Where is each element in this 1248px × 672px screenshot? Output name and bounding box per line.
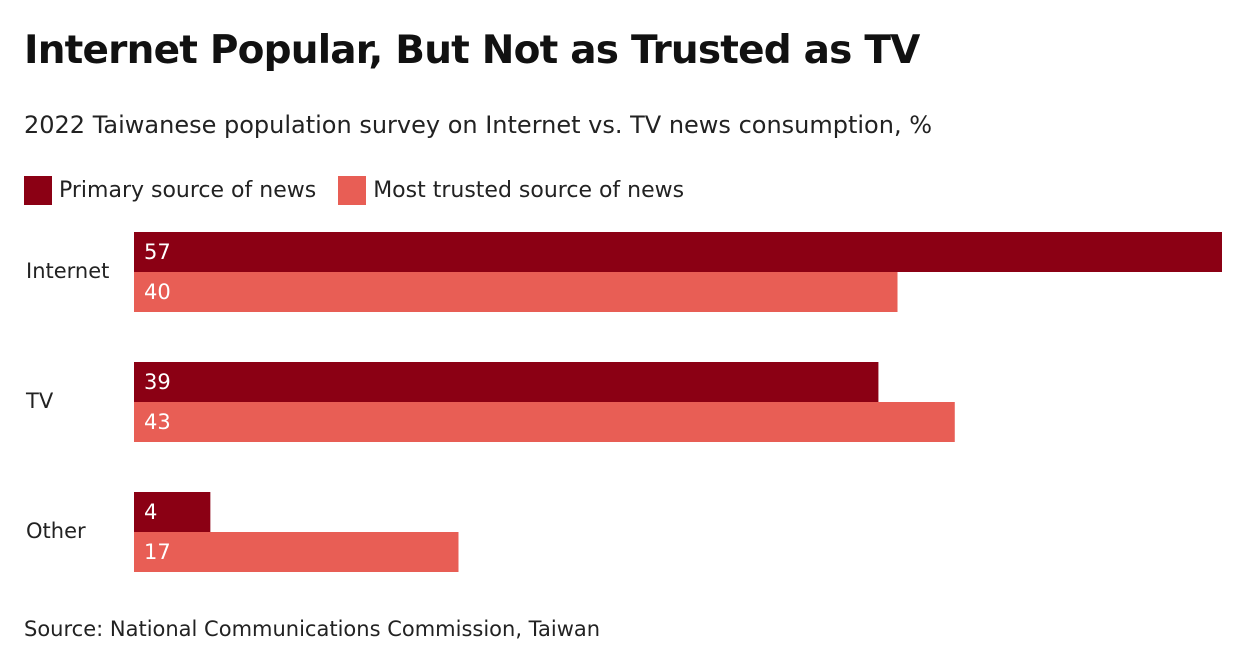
data-label: 57 [144, 240, 171, 264]
legend-swatch-primary [24, 175, 52, 205]
bar [134, 492, 211, 532]
legend: Primary source of news Most trusted sour… [24, 175, 706, 205]
bar [134, 272, 898, 312]
data-label: 17 [144, 540, 171, 564]
data-label: 39 [144, 370, 171, 394]
data-label: 40 [144, 280, 171, 304]
bar [134, 532, 459, 572]
chart-subtitle: 2022 Taiwanese population survey on Inte… [24, 111, 933, 139]
source-note: Source: National Communications Commissi… [24, 617, 601, 641]
category-label: Other [26, 519, 86, 543]
legend-item-trusted: Most trusted source of news [338, 175, 685, 205]
data-label: 43 [144, 410, 171, 434]
legend-item-primary: Primary source of news [24, 175, 317, 205]
bar [134, 402, 955, 442]
legend-swatch-trusted [338, 175, 367, 205]
category-label: TV [25, 389, 54, 413]
bar [134, 362, 879, 402]
bar [134, 232, 1222, 272]
legend-label-trusted: Most trusted source of news [373, 177, 685, 203]
category-label: Internet [26, 259, 109, 283]
chart-title: Internet Popular, But Not as Trusted as … [24, 28, 920, 73]
data-label: 4 [144, 500, 157, 524]
legend-label-primary: Primary source of news [59, 177, 317, 203]
